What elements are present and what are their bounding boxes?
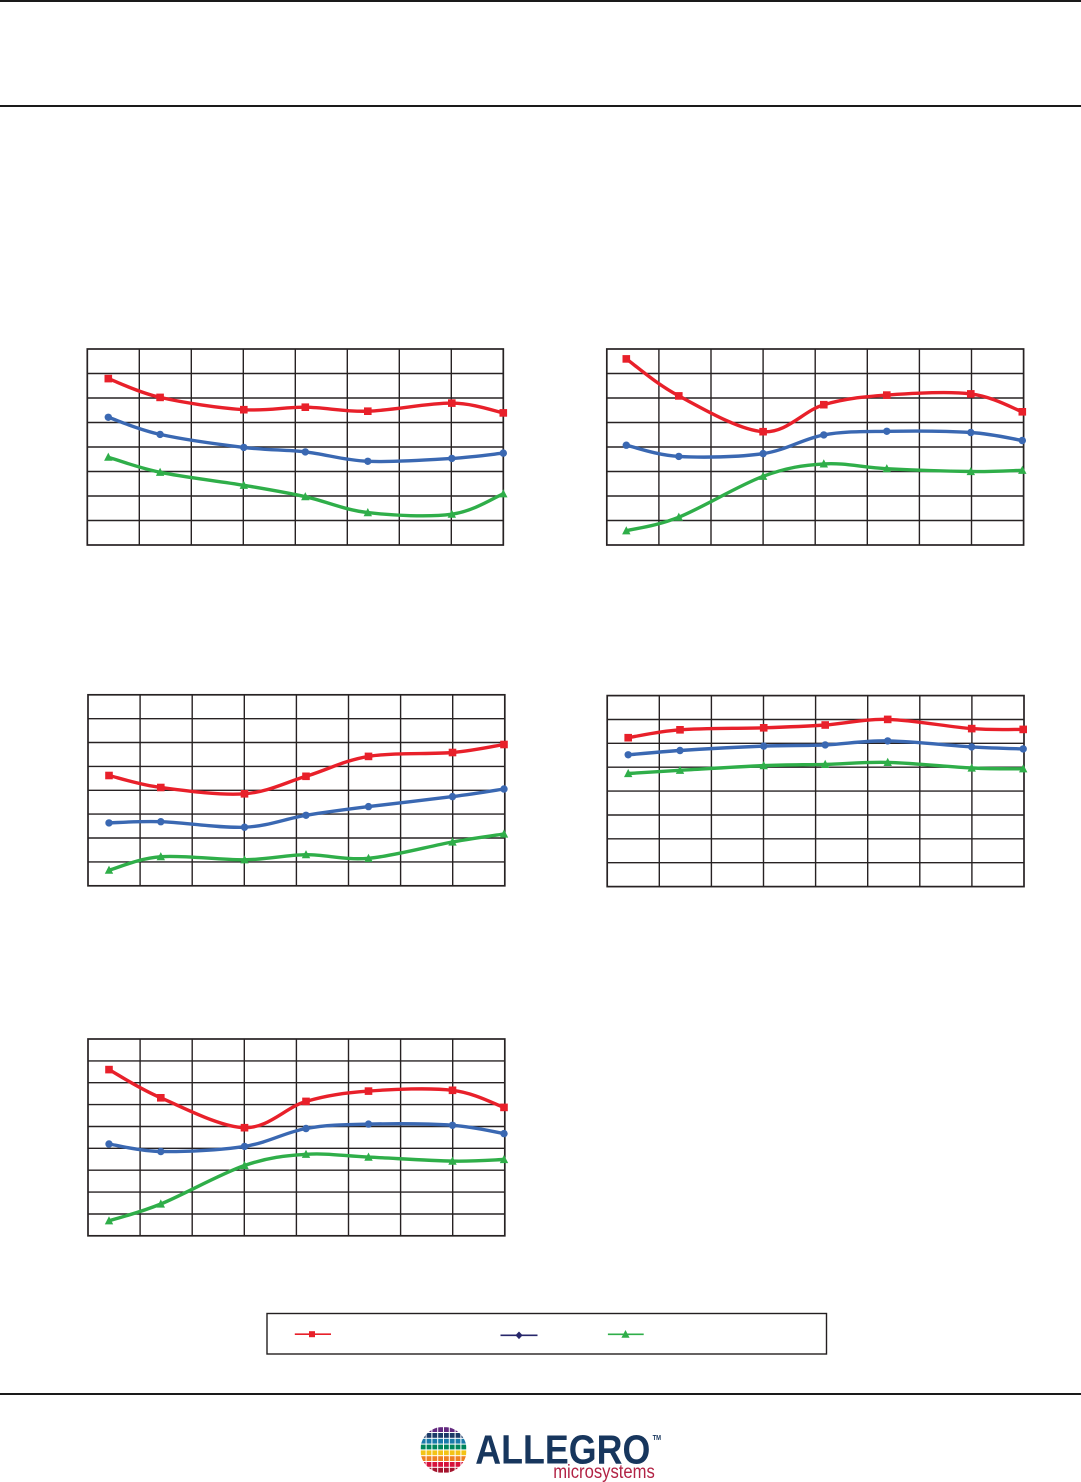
svg-text:TM: TM <box>653 1433 662 1442</box>
svg-text:microsystems: microsystems <box>553 1462 655 1482</box>
svg-text:ALLEGRO: ALLEGRO <box>475 1427 650 1473</box>
